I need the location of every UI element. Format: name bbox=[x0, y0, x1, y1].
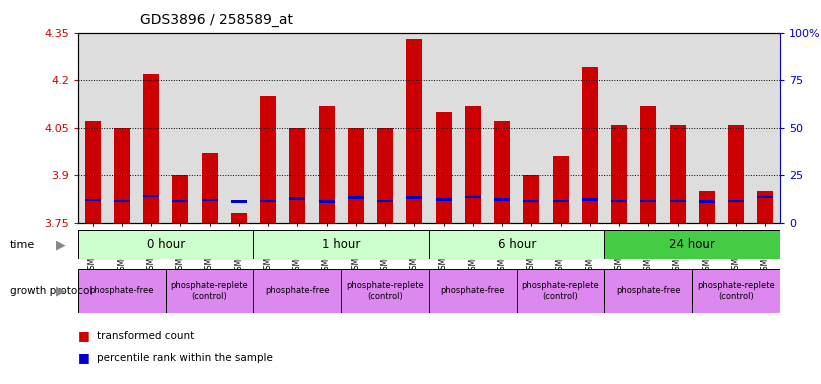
Bar bbox=[406, 197, 422, 199]
Bar bbox=[494, 198, 510, 200]
Text: 1 hour: 1 hour bbox=[322, 238, 360, 251]
Bar bbox=[436, 198, 452, 200]
Bar bbox=[553, 200, 569, 202]
Bar bbox=[289, 128, 305, 223]
Bar bbox=[406, 39, 422, 223]
Bar bbox=[699, 200, 715, 203]
Bar bbox=[728, 124, 744, 223]
Text: 0 hour: 0 hour bbox=[147, 238, 185, 251]
Bar bbox=[319, 106, 335, 223]
Text: phosphate-replete
(control): phosphate-replete (control) bbox=[521, 281, 599, 301]
Text: 24 hour: 24 hour bbox=[669, 238, 715, 251]
Bar bbox=[342, 269, 429, 313]
Text: percentile rank within the sample: percentile rank within the sample bbox=[97, 353, 273, 363]
Text: ■: ■ bbox=[78, 351, 89, 364]
Bar bbox=[319, 200, 335, 203]
Bar bbox=[692, 269, 780, 313]
Text: phosphate-free: phosphate-free bbox=[89, 286, 154, 295]
Bar bbox=[429, 230, 604, 259]
Bar bbox=[114, 128, 130, 223]
Bar bbox=[523, 175, 539, 223]
Bar bbox=[85, 199, 101, 201]
Bar bbox=[114, 200, 130, 202]
Text: phosphate-replete
(control): phosphate-replete (control) bbox=[697, 281, 775, 301]
Bar bbox=[172, 175, 188, 223]
Bar bbox=[143, 74, 159, 223]
Text: phosphate-replete
(control): phosphate-replete (control) bbox=[346, 281, 424, 301]
Bar bbox=[78, 230, 254, 259]
Bar bbox=[494, 121, 510, 223]
Bar bbox=[231, 200, 247, 203]
Bar bbox=[465, 106, 481, 223]
Bar bbox=[429, 269, 516, 313]
Bar bbox=[757, 196, 773, 198]
Bar bbox=[166, 269, 254, 313]
Text: ▶: ▶ bbox=[56, 284, 66, 297]
Text: time: time bbox=[10, 240, 35, 250]
Bar bbox=[348, 128, 364, 223]
Bar bbox=[254, 230, 429, 259]
Bar bbox=[516, 269, 604, 313]
Bar bbox=[611, 200, 627, 202]
Bar bbox=[728, 200, 744, 202]
Text: phosphate-free: phosphate-free bbox=[265, 286, 329, 295]
Text: growth protocol: growth protocol bbox=[10, 286, 92, 296]
Bar bbox=[202, 153, 218, 223]
Bar bbox=[640, 200, 656, 202]
Bar bbox=[377, 128, 393, 223]
Text: ■: ■ bbox=[78, 329, 89, 343]
Bar bbox=[640, 106, 656, 223]
Bar bbox=[604, 230, 780, 259]
Bar bbox=[670, 200, 686, 202]
Text: phosphate-free: phosphate-free bbox=[616, 286, 681, 295]
Bar bbox=[465, 196, 481, 198]
Bar bbox=[582, 198, 598, 201]
Bar bbox=[604, 269, 692, 313]
Bar bbox=[348, 196, 364, 199]
Bar bbox=[523, 200, 539, 202]
Bar bbox=[699, 191, 715, 223]
Bar bbox=[757, 191, 773, 223]
Bar bbox=[254, 269, 342, 313]
Bar bbox=[260, 200, 276, 202]
Bar bbox=[289, 197, 305, 200]
Text: GDS3896 / 258589_at: GDS3896 / 258589_at bbox=[140, 13, 292, 27]
Bar bbox=[143, 195, 159, 197]
Bar bbox=[260, 96, 276, 223]
Bar bbox=[202, 199, 218, 201]
Bar bbox=[78, 269, 166, 313]
Bar bbox=[172, 200, 188, 202]
Bar bbox=[377, 200, 393, 202]
Bar bbox=[553, 156, 569, 223]
Bar bbox=[436, 112, 452, 223]
Text: 6 hour: 6 hour bbox=[498, 238, 536, 251]
Bar bbox=[582, 68, 598, 223]
Text: transformed count: transformed count bbox=[97, 331, 194, 341]
Bar bbox=[611, 124, 627, 223]
Bar bbox=[670, 124, 686, 223]
Text: phosphate-replete
(control): phosphate-replete (control) bbox=[171, 281, 249, 301]
Text: ▶: ▶ bbox=[56, 238, 66, 251]
Bar bbox=[231, 213, 247, 223]
Bar bbox=[85, 121, 101, 223]
Text: phosphate-free: phosphate-free bbox=[441, 286, 505, 295]
